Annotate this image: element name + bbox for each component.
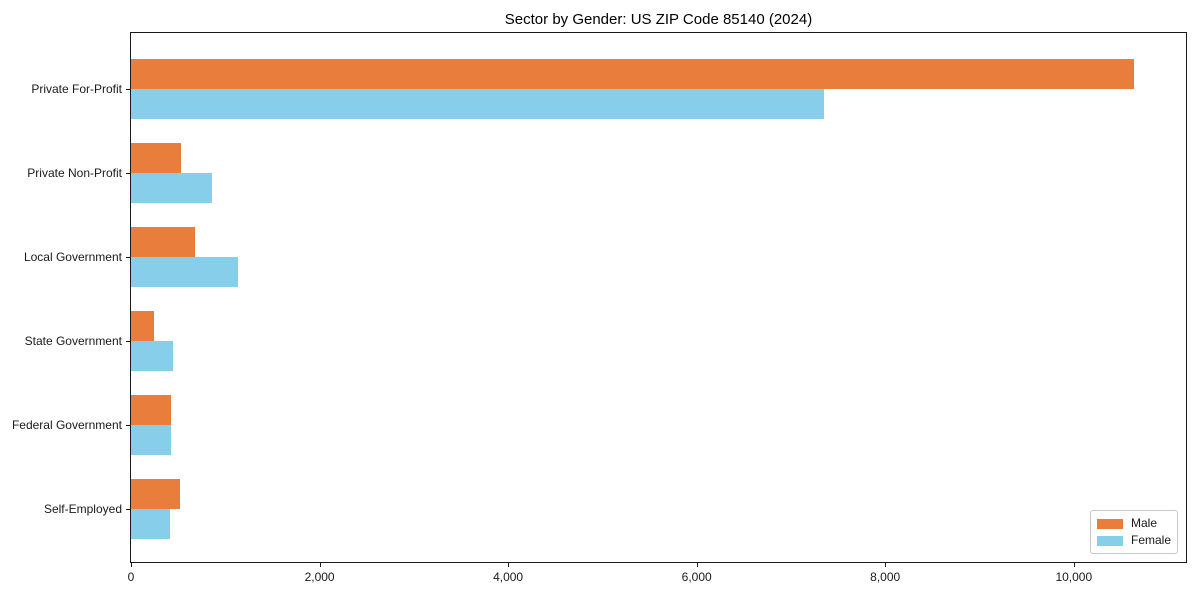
x-axis-label: 10,000 xyxy=(1055,570,1093,584)
x-axis-label: 2,000 xyxy=(304,570,335,584)
y-axis-tick xyxy=(126,509,130,510)
x-axis-label: 8,000 xyxy=(870,570,901,584)
x-axis-label: 0 xyxy=(127,570,135,584)
plot-area xyxy=(130,32,1187,563)
legend-item-male: Male xyxy=(1097,515,1171,532)
y-axis-tick xyxy=(126,257,130,258)
y-axis-label: Local Government xyxy=(23,250,122,264)
bar-male-self-employed xyxy=(131,479,180,509)
x-axis-tick xyxy=(1073,563,1075,567)
legend-label-female: Female xyxy=(1131,533,1172,547)
bar-male-local-government xyxy=(131,227,196,257)
legend-swatch-female xyxy=(1097,535,1123,546)
x-axis-tick xyxy=(131,563,132,567)
x-axis-tick xyxy=(885,563,887,567)
legend-swatch-male xyxy=(1097,518,1123,529)
bar-female-self-employed xyxy=(131,509,170,539)
legend: Male Female xyxy=(1090,510,1178,554)
bar-male-state-government xyxy=(131,311,155,341)
x-axis-label: 4,000 xyxy=(493,570,524,584)
x-axis-tick xyxy=(319,563,321,567)
bar-male-federal-government xyxy=(131,395,172,425)
bar-male-private-for-profit xyxy=(131,59,1135,89)
y-axis-label: Self-Employed xyxy=(43,502,122,516)
y-axis-tick xyxy=(126,173,130,174)
y-axis-label: State Government xyxy=(24,334,122,348)
bar-female-private-for-profit xyxy=(131,89,824,119)
legend-label-male: Male xyxy=(1131,516,1158,530)
y-axis-tick xyxy=(126,341,130,342)
legend-item-female: Female xyxy=(1097,532,1171,549)
y-axis-label: Federal Government xyxy=(11,418,122,432)
bar-male-private-non-profit xyxy=(131,143,181,173)
y-axis-label: Private Non-Profit xyxy=(27,166,122,180)
x-axis-label: 6,000 xyxy=(681,570,712,584)
bar-female-state-government xyxy=(131,341,174,371)
chart-title: Sector by Gender: US ZIP Code 85140 (202… xyxy=(504,11,813,28)
y-axis-tick xyxy=(126,89,130,90)
x-axis-tick xyxy=(508,563,510,567)
y-axis-label: Private For-Profit xyxy=(31,82,122,96)
bar-female-private-non-profit xyxy=(131,173,212,203)
x-axis-tick xyxy=(696,563,698,567)
bar-female-local-government xyxy=(131,257,238,287)
y-axis-tick xyxy=(126,425,130,426)
bar-female-federal-government xyxy=(131,425,171,455)
